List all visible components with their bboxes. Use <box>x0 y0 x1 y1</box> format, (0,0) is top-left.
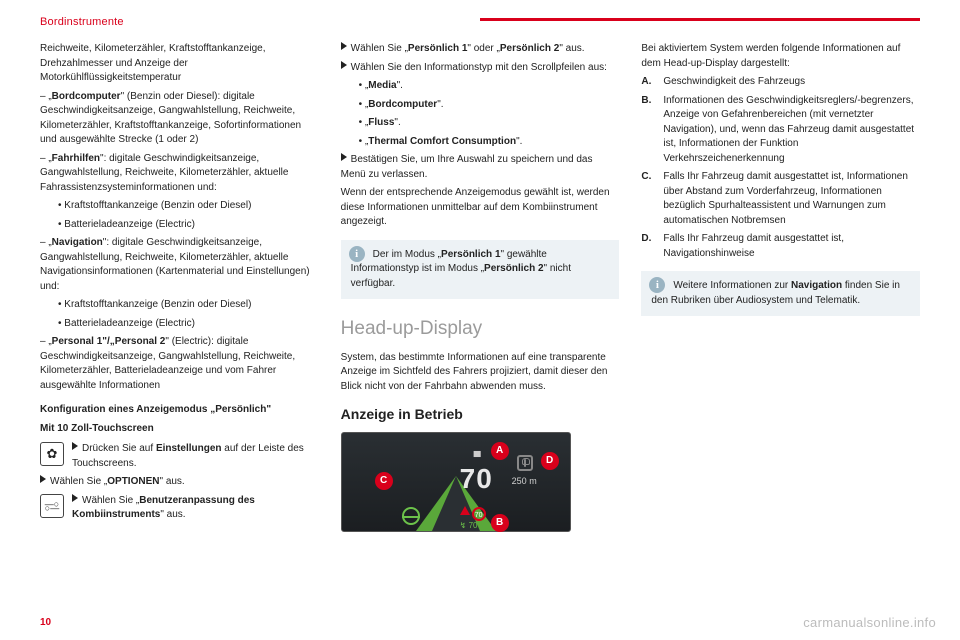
info-icon: i <box>349 246 365 262</box>
page: Bordinstrumente Reichweite, Kilometerzäh… <box>0 0 960 640</box>
step-text: Drücken Sie auf Einstellungen auf der Le… <box>72 442 319 471</box>
step-row: —○○— Wählen Sie „Benutzeranpassung des K… <box>40 494 319 523</box>
para: Bei aktiviertem System werden folgende I… <box>641 42 920 71</box>
step-text: Wählen Sie „Persönlich 1" oder „Persönli… <box>341 42 620 57</box>
para: – „Fahrhilfen": digitale Geschwindigkeit… <box>40 152 319 196</box>
step-row: ✿ Drücken Sie auf Einstellungen auf der … <box>40 442 319 471</box>
step-text: Wählen Sie „Benutzeranpassung des Kombii… <box>72 494 319 523</box>
list-item: A.Geschwindigkeit des Fahrzeugs <box>641 75 920 90</box>
step-text: Wählen Sie „OPTIONEN" aus. <box>40 475 319 490</box>
bullet: • „Fluss". <box>341 116 620 131</box>
para: Reichweite, Kilometerzähler, Kraftstofft… <box>40 42 319 86</box>
hud-figure: ▄ 70 250 m 70 ↯ 70 A B C D <box>341 432 571 542</box>
subheading: Anzeige in Betrieb <box>341 404 620 424</box>
triangle-icon <box>72 494 78 502</box>
hud-distance: 250 m <box>512 475 537 488</box>
subheading-small: Mit 10 Zoll-Touchscreen <box>40 422 319 437</box>
bullet: • „Bordcomputer". <box>341 98 620 113</box>
info-callout: i Der im Modus „Persönlich 1" gewählte I… <box>341 240 620 300</box>
para: – „Navigation": digitale Geschwindigkeit… <box>40 236 319 294</box>
para: – „Bordcomputer" (Benzin oder Diesel): d… <box>40 90 319 148</box>
para: Wenn der entsprechende Anzeigemodus gewä… <box>341 186 620 230</box>
settings-icon: ✿ <box>40 442 64 466</box>
hud-eco: ↯ 70 <box>460 520 478 532</box>
bullet: • „Media". <box>341 79 620 94</box>
bullet: • Batterieladeanzeige (Electric) <box>40 218 319 233</box>
bullet: • „Thermal Comfort Consumption". <box>341 135 620 150</box>
warning-triangle-icon <box>460 506 470 515</box>
list-item: D.Falls Ihr Fahrzeug damit ausgestattet … <box>641 232 920 261</box>
callout-dot-d: D <box>541 452 559 470</box>
column-2: Wählen Sie „Persönlich 1" oder „Persönli… <box>341 42 620 542</box>
para: – „Personal 1"/„Personal 2" (Electric): … <box>40 335 319 393</box>
page-number: 10 <box>40 617 51 628</box>
triangle-icon <box>341 153 347 161</box>
bullet: • Batterieladeanzeige (Electric) <box>40 317 319 332</box>
step-text: Wählen Sie den Informationstyp mit den S… <box>341 61 620 76</box>
subheading: Konfiguration eines Anzeigemodus „Persön… <box>40 403 319 418</box>
bullet: • Kraftstofftankanzeige (Benzin oder Die… <box>40 199 319 214</box>
info-callout: i Weitere Informationen zur Navigation f… <box>641 271 920 316</box>
bullet: • Kraftstofftankanzeige (Benzin oder Die… <box>40 298 319 313</box>
step-text: Bestätigen Sie, um Ihre Auswahl zu speic… <box>341 153 620 182</box>
triangle-icon <box>341 42 347 50</box>
triangle-icon <box>40 475 46 483</box>
callout-dot-a: A <box>491 442 509 460</box>
hud-heading: Head-up-Display <box>341 315 620 343</box>
column-1: Reichweite, Kilometerzähler, Kraftstofft… <box>40 42 319 542</box>
triangle-icon <box>341 61 347 69</box>
info-text: Der im Modus „Persönlich 1" gewählte Inf… <box>351 248 610 292</box>
callout-dot-c: C <box>375 472 393 490</box>
list-item: C.Falls Ihr Fahrzeug damit ausgestattet … <box>641 170 920 228</box>
columns: Reichweite, Kilometerzähler, Kraftstofft… <box>40 42 920 542</box>
sliders-icon: —○○— <box>40 494 64 518</box>
list-item: B.Informationen des Geschwindigkeitsregl… <box>641 94 920 167</box>
triangle-icon <box>72 442 78 450</box>
header-rule <box>480 18 920 21</box>
para: System, das bestimmte Informationen auf … <box>341 351 620 395</box>
nav-sign-icon <box>517 455 533 471</box>
hud-speed: 70 <box>460 459 493 500</box>
watermark: carmanualsonline.info <box>803 615 936 630</box>
steering-wheel-icon <box>402 507 420 525</box>
column-3: Bei aktiviertem System werden folgende I… <box>641 42 920 542</box>
info-text: Weitere Informationen zur Navigation fin… <box>651 279 910 308</box>
car-ahead-icon: ▄ <box>474 445 481 460</box>
callout-dot-b: B <box>491 514 509 532</box>
